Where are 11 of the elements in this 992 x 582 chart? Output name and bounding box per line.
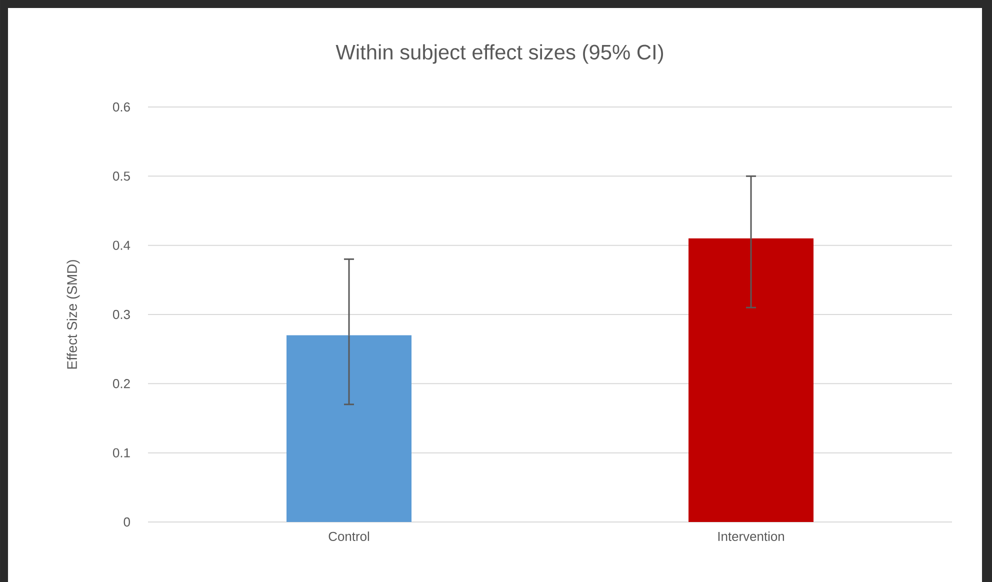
y-tick-label: 0.1 — [112, 448, 130, 458]
y-tick-label: 0.2 — [112, 379, 130, 388]
y-tick-label: 0.5 — [112, 172, 130, 181]
y-tick-label: 0.3 — [112, 310, 130, 320]
y-tick-label: 0.6 — [112, 102, 130, 112]
x-tick-label: Control — [328, 532, 370, 542]
x-tick-label: Intervention — [718, 532, 784, 542]
chart-title: Within subject effect sizes (95% CI) — [336, 44, 664, 64]
y-axis-title: Effect Size (SMD) — [66, 260, 80, 369]
y-tick-label: 0.4 — [112, 240, 130, 250]
y-tick-label: 0 — [124, 517, 130, 527]
